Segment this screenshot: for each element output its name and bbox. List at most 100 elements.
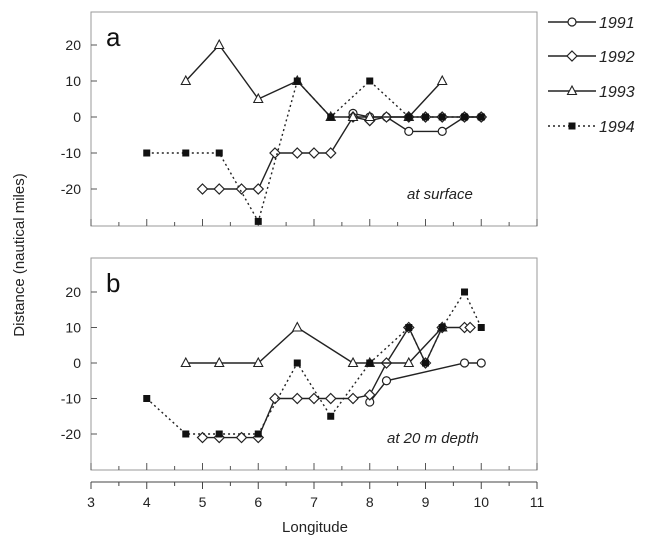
legend-marker-1992	[566, 50, 578, 62]
panel-b-note: at 20 m depth	[387, 430, 479, 447]
panel-b-letter: b	[106, 268, 120, 298]
point-1994	[461, 113, 469, 121]
point-1994	[254, 430, 262, 438]
point-1991	[404, 126, 414, 136]
legend-label: 1991	[599, 15, 635, 32]
point-1992	[291, 147, 304, 159]
point-1993	[364, 110, 376, 122]
point-1993	[347, 356, 359, 368]
point-1992	[235, 183, 248, 195]
point-1994	[366, 77, 374, 85]
point-1992	[347, 392, 359, 405]
x-tick-label: 3	[87, 494, 95, 510]
panels: 20 10 0 -10 -20 20 10 0 -10 -20	[61, 37, 538, 470]
point-1994	[293, 359, 301, 367]
point-1992	[269, 392, 281, 405]
panel-a-note: at surface	[407, 186, 473, 203]
point-1992	[213, 183, 226, 195]
panel-a: 20 10 0 -10 -20	[61, 37, 538, 226]
series-1993	[180, 321, 448, 368]
series-line-1994	[146, 290, 482, 435]
legend-label: 1993	[599, 84, 635, 101]
y-tick-label: -10	[61, 145, 81, 161]
point-1993	[252, 356, 264, 368]
point-1993	[252, 92, 264, 104]
point-1994	[215, 430, 223, 438]
point-1994	[293, 77, 301, 85]
point-1991	[381, 376, 392, 386]
legend-marker-1993	[566, 84, 578, 96]
x-tick-label: 4	[143, 494, 151, 510]
y-tick-label: -20	[61, 426, 81, 442]
series-1992	[196, 111, 488, 195]
y-tick-label: 20	[65, 284, 81, 300]
x-tick-label: 7	[310, 494, 318, 510]
legend-entry-1992: 1992	[548, 49, 635, 66]
point-1994	[143, 395, 151, 402]
series-line-1991	[369, 362, 482, 403]
y-tick-label: 0	[73, 109, 81, 125]
x-tick-label: 5	[199, 494, 207, 510]
series-line-1992	[202, 116, 482, 190]
point-1994	[327, 412, 335, 420]
y-tick-label: -20	[61, 181, 81, 197]
point-1994	[405, 113, 413, 121]
point-1991	[476, 358, 486, 368]
point-1993	[347, 110, 359, 122]
x-axis: 3 4 5 6 7 8 9 10 11	[87, 481, 545, 510]
point-1993	[180, 74, 192, 86]
point-1993	[180, 356, 192, 368]
point-1994	[461, 288, 469, 296]
legend: 1991 1992 1993 1994	[548, 15, 635, 136]
point-1992	[235, 431, 248, 444]
legend-entry-1993: 1993	[548, 84, 635, 101]
x-axis-title: Longitude	[282, 519, 348, 536]
point-1992	[269, 147, 281, 159]
point-1994	[477, 113, 485, 121]
point-1991	[437, 126, 447, 136]
legend-label: 1994	[599, 119, 635, 136]
point-1992	[291, 392, 304, 405]
point-1993	[436, 74, 448, 86]
panel-a-letter: a	[106, 22, 121, 52]
series-line-1993	[185, 326, 443, 364]
series-1992	[196, 321, 476, 444]
legend-marker-1991	[567, 17, 577, 27]
point-1992	[196, 183, 209, 195]
point-1994	[254, 217, 262, 225]
y-tick-label: -10	[61, 391, 81, 407]
point-1992	[464, 321, 476, 334]
x-tick-label: 9	[422, 494, 430, 510]
y-axis-title: Distance (nautical miles)	[11, 173, 28, 336]
x-tick-label: 11	[530, 494, 545, 510]
y-tick-label: 10	[65, 73, 81, 89]
point-1993	[291, 321, 303, 332]
series-1994	[143, 288, 485, 438]
point-1992	[252, 183, 265, 195]
y-tick-label: 10	[65, 320, 81, 336]
point-1994	[327, 113, 335, 121]
point-1994	[182, 149, 190, 157]
series-1993	[180, 38, 448, 122]
series-1994	[143, 77, 485, 225]
point-1993	[213, 38, 225, 50]
point-1994	[438, 113, 446, 121]
panel-b: 20 10 0 -10 -20	[61, 284, 538, 470]
point-1994	[143, 149, 151, 157]
point-1994	[405, 324, 413, 331]
point-1993	[403, 356, 415, 368]
point-1994	[182, 430, 190, 438]
point-1994	[215, 149, 223, 157]
point-1992	[324, 147, 337, 159]
point-1992	[308, 392, 320, 405]
point-1994	[438, 324, 446, 331]
legend-marker-1994	[568, 122, 576, 130]
x-tick-label: 10	[473, 494, 489, 510]
point-1994	[477, 324, 485, 331]
point-1992	[363, 389, 376, 401]
point-1992	[308, 147, 320, 159]
y-tick-label: 20	[65, 37, 81, 53]
point-1991	[459, 358, 470, 368]
x-tick-label: 8	[366, 494, 374, 510]
